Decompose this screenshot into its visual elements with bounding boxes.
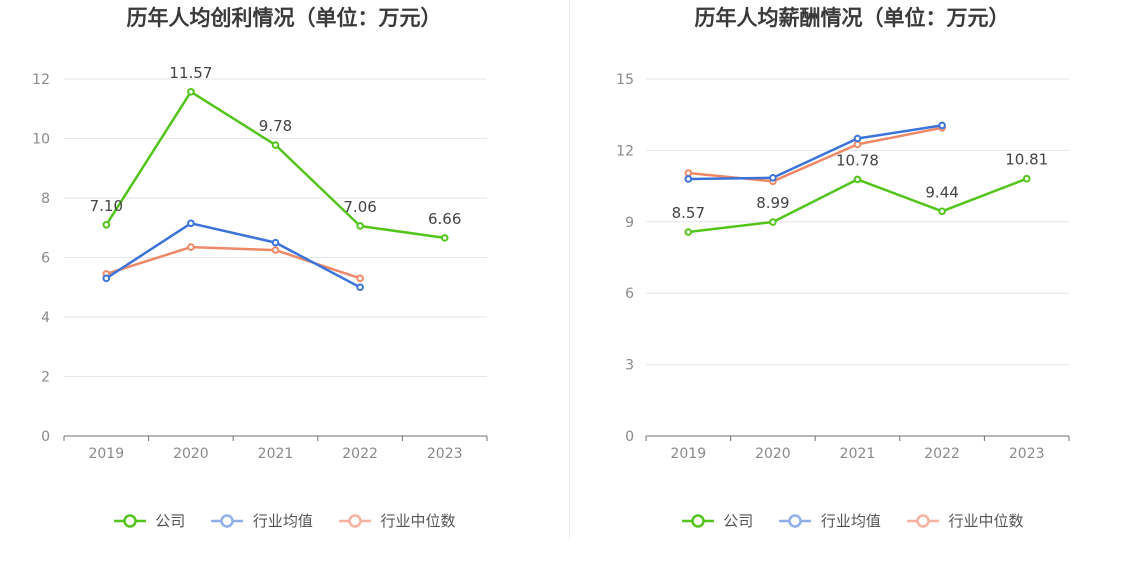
data-label: 9.44 [925, 183, 958, 201]
y-tick-label: 6 [41, 251, 50, 267]
data-label: 10.81 [1005, 151, 1048, 169]
data-point [187, 87, 195, 96]
data-point [853, 175, 862, 184]
data-point [1022, 174, 1031, 183]
y-tick-label: 9 [625, 215, 634, 231]
x-tick-label: 2019 [670, 446, 706, 462]
y-tick-label: 12 [32, 72, 50, 88]
legend-label: 公司 [723, 512, 754, 530]
legend-item-company[interactable]: 公司 [113, 510, 186, 531]
x-tick-label: 2022 [342, 446, 378, 462]
chart-legend: 公司 行业均值 行业中位数 [570, 510, 1134, 531]
chart-panel-salary: 历年人均薪酬情况（单位：万元） 0 3 6 9 12 15 2019 2020 2021 2022… [570, 0, 1134, 582]
data-label: 8.99 [756, 194, 789, 212]
data-point [356, 283, 364, 292]
data-label: 7.06 [343, 198, 376, 216]
legend-marker-icon [779, 513, 812, 528]
legend-marker-icon [906, 513, 939, 528]
legend-item-industry-median[interactable]: 行业中位数 [338, 510, 456, 531]
series-line [688, 126, 943, 183]
data-label: 9.78 [259, 117, 292, 135]
chart-legend: 公司 行业均值 行业中位数 [0, 510, 568, 531]
data-point [853, 140, 862, 149]
series-line [105, 90, 445, 240]
data-point [769, 218, 777, 226]
data-point [102, 274, 111, 283]
legend-marker-icon [113, 513, 146, 528]
y-tick-label: 10 [32, 132, 50, 148]
x-tick-label: 2019 [88, 446, 124, 462]
x-tick-label: 2021 [840, 446, 876, 462]
line-chart-profit: 0 2 4 6 8 10 12 2019 2020 2021 2022 2023 7.10 11.57 9.… [32, 64, 488, 462]
legend-label: 行业均值 [820, 512, 881, 530]
data-point [938, 207, 946, 216]
chart-title: 历年人均薪酬情况（单位：万元） [694, 6, 1010, 30]
data-point [684, 169, 693, 177]
data-point [684, 175, 693, 183]
legend-item-industry-mean[interactable]: 行业均值 [778, 510, 881, 531]
data-point [187, 243, 195, 251]
legend-item-company[interactable]: 公司 [681, 510, 754, 531]
y-tick-label: 6 [625, 286, 634, 302]
data-point [102, 220, 111, 229]
data-point [938, 121, 946, 130]
x-tick-label: 2020 [755, 446, 791, 462]
legend-marker-icon [681, 513, 714, 528]
data-point [356, 222, 364, 230]
y-tick-label: 0 [625, 429, 634, 445]
legend-marker-icon [338, 513, 371, 528]
line-chart-salary: 0 3 6 9 12 15 2019 2020 2021 2022 2023 8.57 8.99 10.7… [616, 72, 1070, 462]
series-line [105, 222, 361, 289]
data-point [187, 219, 195, 228]
y-tick-label: 0 [41, 429, 50, 445]
x-tick-label: 2021 [258, 446, 294, 462]
data-point [271, 238, 280, 247]
data-label: 7.10 [90, 197, 123, 215]
y-tick-label: 4 [41, 310, 50, 326]
data-label: 8.57 [672, 204, 705, 222]
series-line [688, 124, 943, 181]
y-tick-label: 2 [41, 370, 50, 386]
data-point [356, 274, 364, 283]
data-point [271, 141, 280, 149]
data-point [853, 134, 862, 143]
data-label: 10.78 [836, 151, 879, 169]
legend-item-industry-mean[interactable]: 行业均值 [210, 510, 313, 531]
chart-title: 历年人均创利情况（单位：万元） [126, 6, 442, 30]
data-label: 6.66 [428, 210, 461, 228]
data-point [769, 173, 777, 182]
legend-label: 行业中位数 [948, 512, 1024, 530]
chart-panel-profit: 历年人均创利情况（单位：万元） 0 2 4 6 8 10 12 2019 2020 2021 202… [0, 6, 568, 531]
panel-divider [569, 0, 570, 540]
data-point [271, 246, 280, 254]
series-line [105, 245, 361, 280]
legend-label: 公司 [155, 512, 186, 530]
legend-label: 行业均值 [252, 512, 313, 530]
x-tick-label: 2020 [173, 446, 209, 462]
y-tick-label: 15 [616, 72, 634, 88]
series-line [688, 177, 1028, 234]
x-tick-label: 2022 [924, 446, 960, 462]
legend-marker-icon [211, 513, 244, 528]
legend-label: 行业中位数 [380, 512, 456, 530]
y-tick-label: 3 [625, 358, 634, 374]
x-tick-label: 2023 [1009, 446, 1045, 462]
x-tick-label: 2023 [427, 446, 463, 462]
y-tick-label: 12 [616, 143, 634, 159]
data-label: 11.57 [169, 64, 212, 82]
legend-item-industry-median[interactable]: 行业中位数 [906, 510, 1024, 531]
data-point [440, 234, 449, 242]
data-point [684, 228, 693, 236]
y-tick-label: 8 [41, 191, 50, 207]
